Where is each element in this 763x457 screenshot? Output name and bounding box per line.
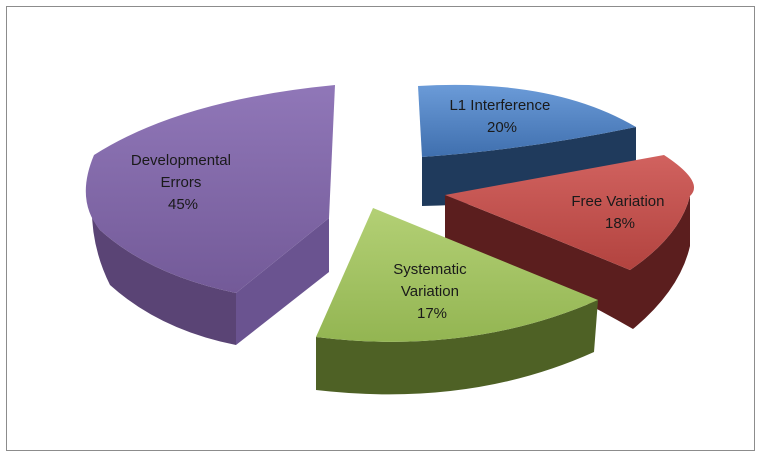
slice-systematic-variation[interactable]: Systematic Variation 17% (316, 208, 598, 395)
slice-label-line: Systematic (393, 261, 467, 278)
slice-value-label: 18% (605, 215, 635, 232)
slice-value-label: 17% (417, 305, 447, 322)
slice-label: Free Variation 18% (571, 193, 668, 232)
slice-value-label: 20% (487, 119, 517, 136)
slice-value-label: 45% (168, 196, 198, 213)
slice-label-line: Errors (160, 174, 201, 191)
slice-label-line: Variation (401, 283, 459, 300)
slice-label-line: Free Variation (571, 193, 664, 210)
slice-label: Developmental Errors 45% (131, 152, 235, 213)
slice-label-line: Developmental (131, 152, 231, 169)
slice-label: L1 Interference 20% (449, 97, 554, 136)
slice-free-variation[interactable]: Free Variation 18% (445, 155, 695, 329)
slice-developmental-errors[interactable]: Developmental Errors 45% (85, 85, 335, 345)
slice-label-line: L1 Interference (449, 97, 550, 114)
slice-label: Systematic Variation 17% (393, 261, 471, 322)
